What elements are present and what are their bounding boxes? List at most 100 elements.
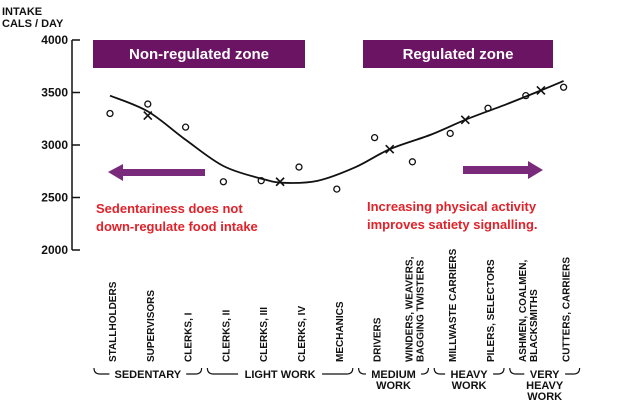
category-label-line: WINDERS, WEAVERS,	[404, 256, 415, 362]
group-label: WORK	[527, 391, 562, 403]
group-bracket-right	[186, 367, 203, 375]
annotation-left-line-2: down-regulate food intake	[96, 219, 258, 234]
data-point	[559, 83, 568, 91]
y-tick-label: 3500	[41, 86, 68, 100]
group-label: HEAVY	[451, 369, 489, 381]
category-label-line: DRIVERS	[373, 317, 384, 362]
zone-banner-box	[93, 40, 305, 68]
group-bracket-right	[421, 367, 429, 375]
category-label: DRIVERS	[373, 317, 384, 362]
category-label: ASHMEN, COALMEN, BLACKSMITHS	[518, 260, 540, 362]
data-point	[522, 92, 530, 100]
y-axis-title-line-2: CALS / DAY	[2, 18, 64, 30]
y-tick-label: 3000	[41, 138, 68, 152]
data-point-mean	[536, 85, 546, 95]
category-label: MILLWASTE CARRIERS	[448, 248, 459, 362]
group-bracket-left	[358, 367, 366, 375]
category-label: CUTTERS, CARRIERS	[562, 257, 573, 362]
category-label: CLERKS, IV	[297, 306, 308, 362]
zone-banner-label: Regulated zone	[403, 46, 514, 63]
group-label: WORK	[452, 380, 487, 392]
data-point	[484, 104, 492, 112]
zone-banner-regulated: Regulated zone	[363, 40, 553, 68]
data-point-mean	[275, 177, 285, 187]
data-points	[106, 83, 568, 193]
category-label-line: CLERKS, III	[259, 307, 270, 362]
category-label-line: STALLHOLDERS	[108, 281, 119, 362]
data-point	[257, 177, 265, 185]
category-label-line: BAGGING TWISTERS	[415, 259, 426, 362]
data-point-mean	[460, 115, 470, 125]
group-bracket-left	[93, 367, 110, 375]
category-label: CLERKS, III	[259, 307, 270, 362]
group-bracket-left	[206, 367, 239, 375]
group-bracket: SEDENTARY	[93, 367, 203, 381]
category-label-line: ASHMEN, COALMEN,	[518, 260, 529, 362]
category-label: PILERS, SELECTORS	[486, 259, 497, 362]
data-point	[446, 129, 454, 138]
category-label-line: MECHANICS	[335, 301, 346, 362]
category-label-line: CUTTERS, CARRIERS	[562, 257, 573, 362]
data-point-mean-stroke	[385, 144, 395, 154]
group-bracket-right	[322, 367, 354, 375]
category-label-line: CLERKS, IV	[297, 306, 308, 362]
data-point-mean-stroke	[536, 85, 546, 95]
group-label: VERY	[530, 369, 560, 381]
group-label: HEAVY	[526, 380, 564, 392]
annotation-right: Increasing physical activity improves sa…	[367, 161, 543, 232]
data-point	[408, 158, 417, 166]
category-label-line: CLERKS, II	[221, 310, 232, 362]
trend-curve	[109, 80, 564, 184]
group-label: LIGHT WORK	[245, 369, 316, 381]
group-bracket-right	[493, 367, 505, 375]
data-point-mean-stroke	[275, 177, 285, 187]
group-label: MEDIUM	[371, 369, 416, 381]
group-bracket: LIGHT WORK	[206, 367, 354, 381]
y-axis-title-line-1: INTAKE	[2, 6, 42, 18]
group-bracket-left	[433, 367, 446, 375]
arrow-left-icon	[108, 164, 205, 181]
category-label-line: PILERS, SELECTORS	[486, 259, 497, 362]
annotation-right-line-2: improves satiety signalling.	[367, 217, 538, 232]
annotation-right-line-1: Increasing physical activity	[367, 199, 537, 214]
group-label: SEDENTARY	[114, 369, 181, 381]
category-label-line: SUPERVISORS	[146, 290, 157, 362]
arrow-right-icon	[463, 161, 543, 179]
zone-banner-box	[363, 40, 553, 68]
group-label: WORK	[376, 380, 411, 392]
y-tick-label: 2000	[41, 243, 68, 257]
annotation-left-line-1: Sedentariness does not	[96, 201, 243, 216]
category-label: SUPERVISORS	[146, 290, 157, 362]
group-bracket-left	[509, 367, 525, 375]
category-label: CLERKS, I	[184, 312, 195, 362]
x-axis-category-labels: STALLHOLDERS SUPERVISORS CLERKS, I CLERKS, …	[108, 248, 573, 362]
y-tick-label: 4000	[41, 33, 68, 47]
y-axis-ticks: 4000 3500 3000 2500 2000	[41, 33, 80, 257]
zone-banner-label: Non-regulated zone	[129, 46, 269, 63]
category-label: WINDERS, WEAVERS, BAGGING TWISTERS	[404, 256, 426, 362]
x-axis-group-brackets: SEDENTARY LIGHT WORK MEDIUMWORKHEAVYWORKVE…	[93, 367, 581, 403]
category-label-line: CLERKS, I	[184, 312, 195, 362]
category-label-line: BLACKSMITHS	[529, 289, 540, 362]
data-point	[106, 109, 114, 118]
data-point-mean	[385, 144, 395, 154]
data-point	[370, 133, 379, 142]
category-label-line: MILLWASTE CARRIERS	[448, 248, 459, 362]
data-point	[144, 100, 152, 108]
data-point-mean-stroke	[143, 111, 153, 121]
data-point	[219, 178, 228, 186]
data-point-mean-stroke	[460, 115, 470, 125]
category-label: CLERKS, II	[221, 310, 232, 362]
annotation-left: Sedentariness does not down-regulate foo…	[96, 164, 258, 234]
zone-banner-non-regulated: Non-regulated zone	[93, 40, 305, 68]
group-bracket-right	[565, 367, 581, 375]
data-point-mean	[143, 111, 153, 121]
category-label: STALLHOLDERS	[108, 281, 119, 362]
y-tick-label: 2500	[41, 191, 68, 205]
data-point	[333, 185, 341, 193]
data-point	[295, 163, 303, 171]
